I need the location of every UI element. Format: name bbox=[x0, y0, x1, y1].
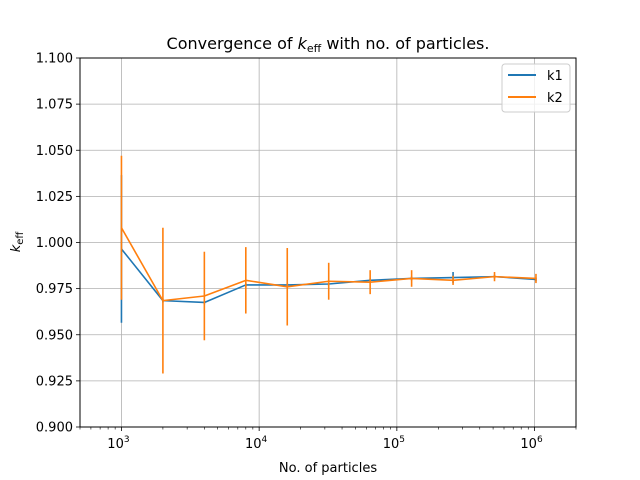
series-line-k2 bbox=[120, 227, 537, 302]
legend-label-k1: k1 bbox=[547, 69, 563, 84]
x-tick-label: 103 bbox=[107, 435, 129, 452]
series-k2 bbox=[120, 155, 537, 374]
y-axis-label: keff bbox=[9, 231, 26, 253]
y-tick-label: 1.050 bbox=[36, 144, 73, 159]
y-tick-label: 0.975 bbox=[36, 282, 73, 297]
x-axis-label: No. of particles bbox=[279, 461, 377, 476]
y-tick-label: 0.925 bbox=[36, 374, 73, 389]
y-tick-label: 1.000 bbox=[36, 236, 73, 251]
chart-title: Convergence of keff with no. of particle… bbox=[167, 34, 490, 55]
axes: 0.900 0.925 0.950 0.975 1.000 1.025 1.050 1.075… bbox=[36, 52, 543, 453]
x-tick-label: 104 bbox=[245, 435, 268, 452]
y-tick-label: 1.100 bbox=[36, 52, 73, 67]
minor-ticks bbox=[79, 427, 577, 430]
y-tick-label: 1.025 bbox=[36, 190, 73, 205]
y-tick-label: 0.950 bbox=[36, 328, 73, 343]
legend: k1 k2 bbox=[501, 63, 571, 113]
y-tick-label: 1.075 bbox=[36, 98, 73, 113]
series-layer bbox=[120, 155, 537, 374]
y-tick-label: 0.900 bbox=[36, 421, 73, 436]
legend-label-k2: k2 bbox=[547, 91, 563, 106]
x-tick-label: 105 bbox=[383, 435, 405, 452]
x-tick-label: 106 bbox=[520, 435, 543, 452]
